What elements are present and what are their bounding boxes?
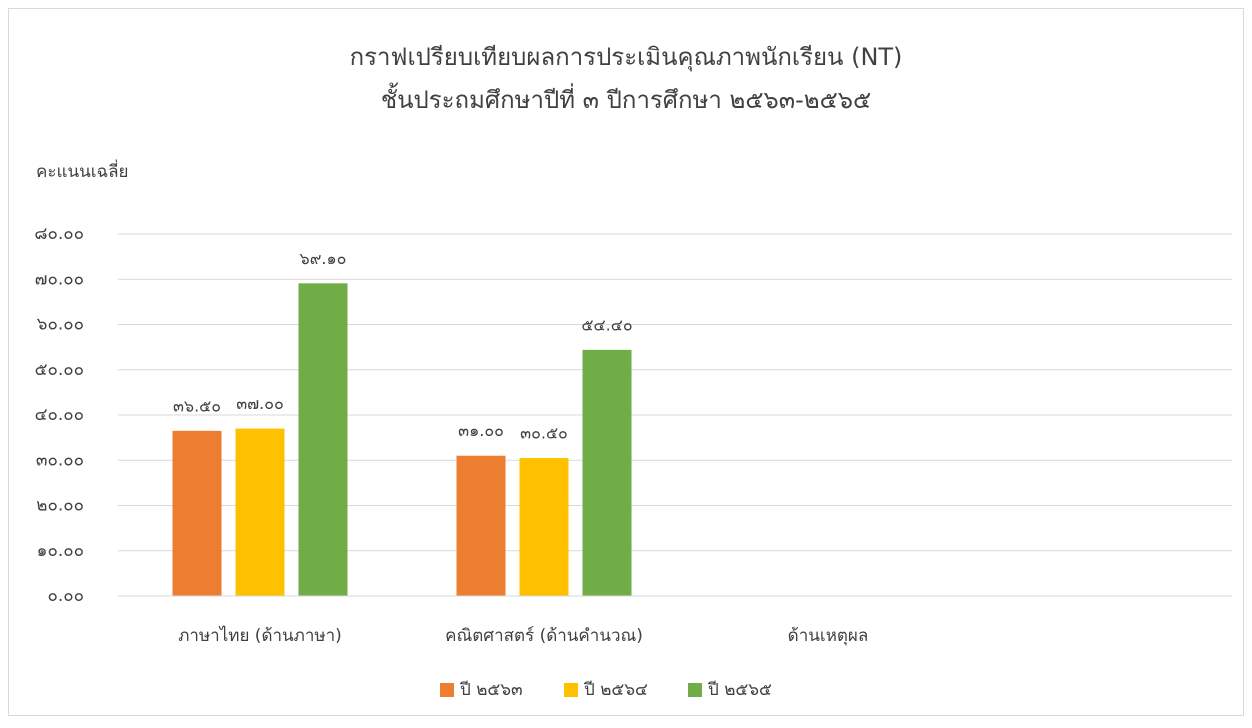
y-tick-label: ๐.๐๐ — [47, 586, 84, 606]
y-tick-label: ๒๐.๐๐ — [36, 496, 84, 516]
x-tick-label: คณิตศาสตร์ (ด้านคำนวณ) — [445, 626, 643, 646]
chart-title: กราฟเปรียบเทียบผลการประเมินคุณภาพนักเรีย… — [350, 43, 903, 72]
data-label: ๖๙.๑๐ — [300, 249, 347, 268]
legend-label: ปี ๒๕๖๓ — [459, 680, 523, 700]
bar — [456, 455, 506, 596]
legend-label: ปี ๒๕๖๕ — [707, 680, 772, 700]
y-axis-label: คะแนนเฉลี่ย — [36, 159, 128, 182]
y-tick-label: ๖๐.๐๐ — [37, 315, 84, 335]
data-label: ๓๗.๐๐ — [236, 394, 284, 413]
y-tick-label: ๘๐.๐๐ — [34, 224, 84, 244]
bar — [298, 283, 348, 596]
bar — [235, 428, 285, 596]
data-label: ๕๔.๔๐ — [581, 315, 632, 334]
legend-swatch — [440, 683, 454, 697]
y-tick-label: ๕๐.๐๐ — [35, 360, 84, 380]
bar — [519, 457, 569, 596]
bar — [172, 430, 222, 596]
x-tick-label: ภาษาไทย (ด้านภาษา) — [178, 625, 342, 646]
y-tick-label: ๓๐.๐๐ — [36, 450, 84, 470]
y-tick-label: ๗๐.๐๐ — [35, 269, 84, 289]
data-label: ๓๖.๕๐ — [173, 396, 221, 415]
x-tick-label: ด้านเหตุผล — [788, 626, 869, 646]
bar — [582, 349, 632, 596]
y-tick-label: ๑๐.๐๐ — [37, 541, 84, 561]
legend-label: ปี ๒๕๖๔ — [583, 680, 648, 700]
data-label: ๓๑.๐๐ — [458, 421, 504, 440]
data-label: ๓๐.๕๐ — [520, 423, 568, 442]
y-tick-label: ๔๐.๐๐ — [35, 405, 84, 425]
legend-swatch — [564, 683, 578, 697]
chart-subtitle: ชั้นประถมศึกษาปีที่ ๓ ปีการศึกษา ๒๕๖๓-๒๕… — [381, 82, 871, 114]
legend-swatch — [688, 683, 702, 697]
